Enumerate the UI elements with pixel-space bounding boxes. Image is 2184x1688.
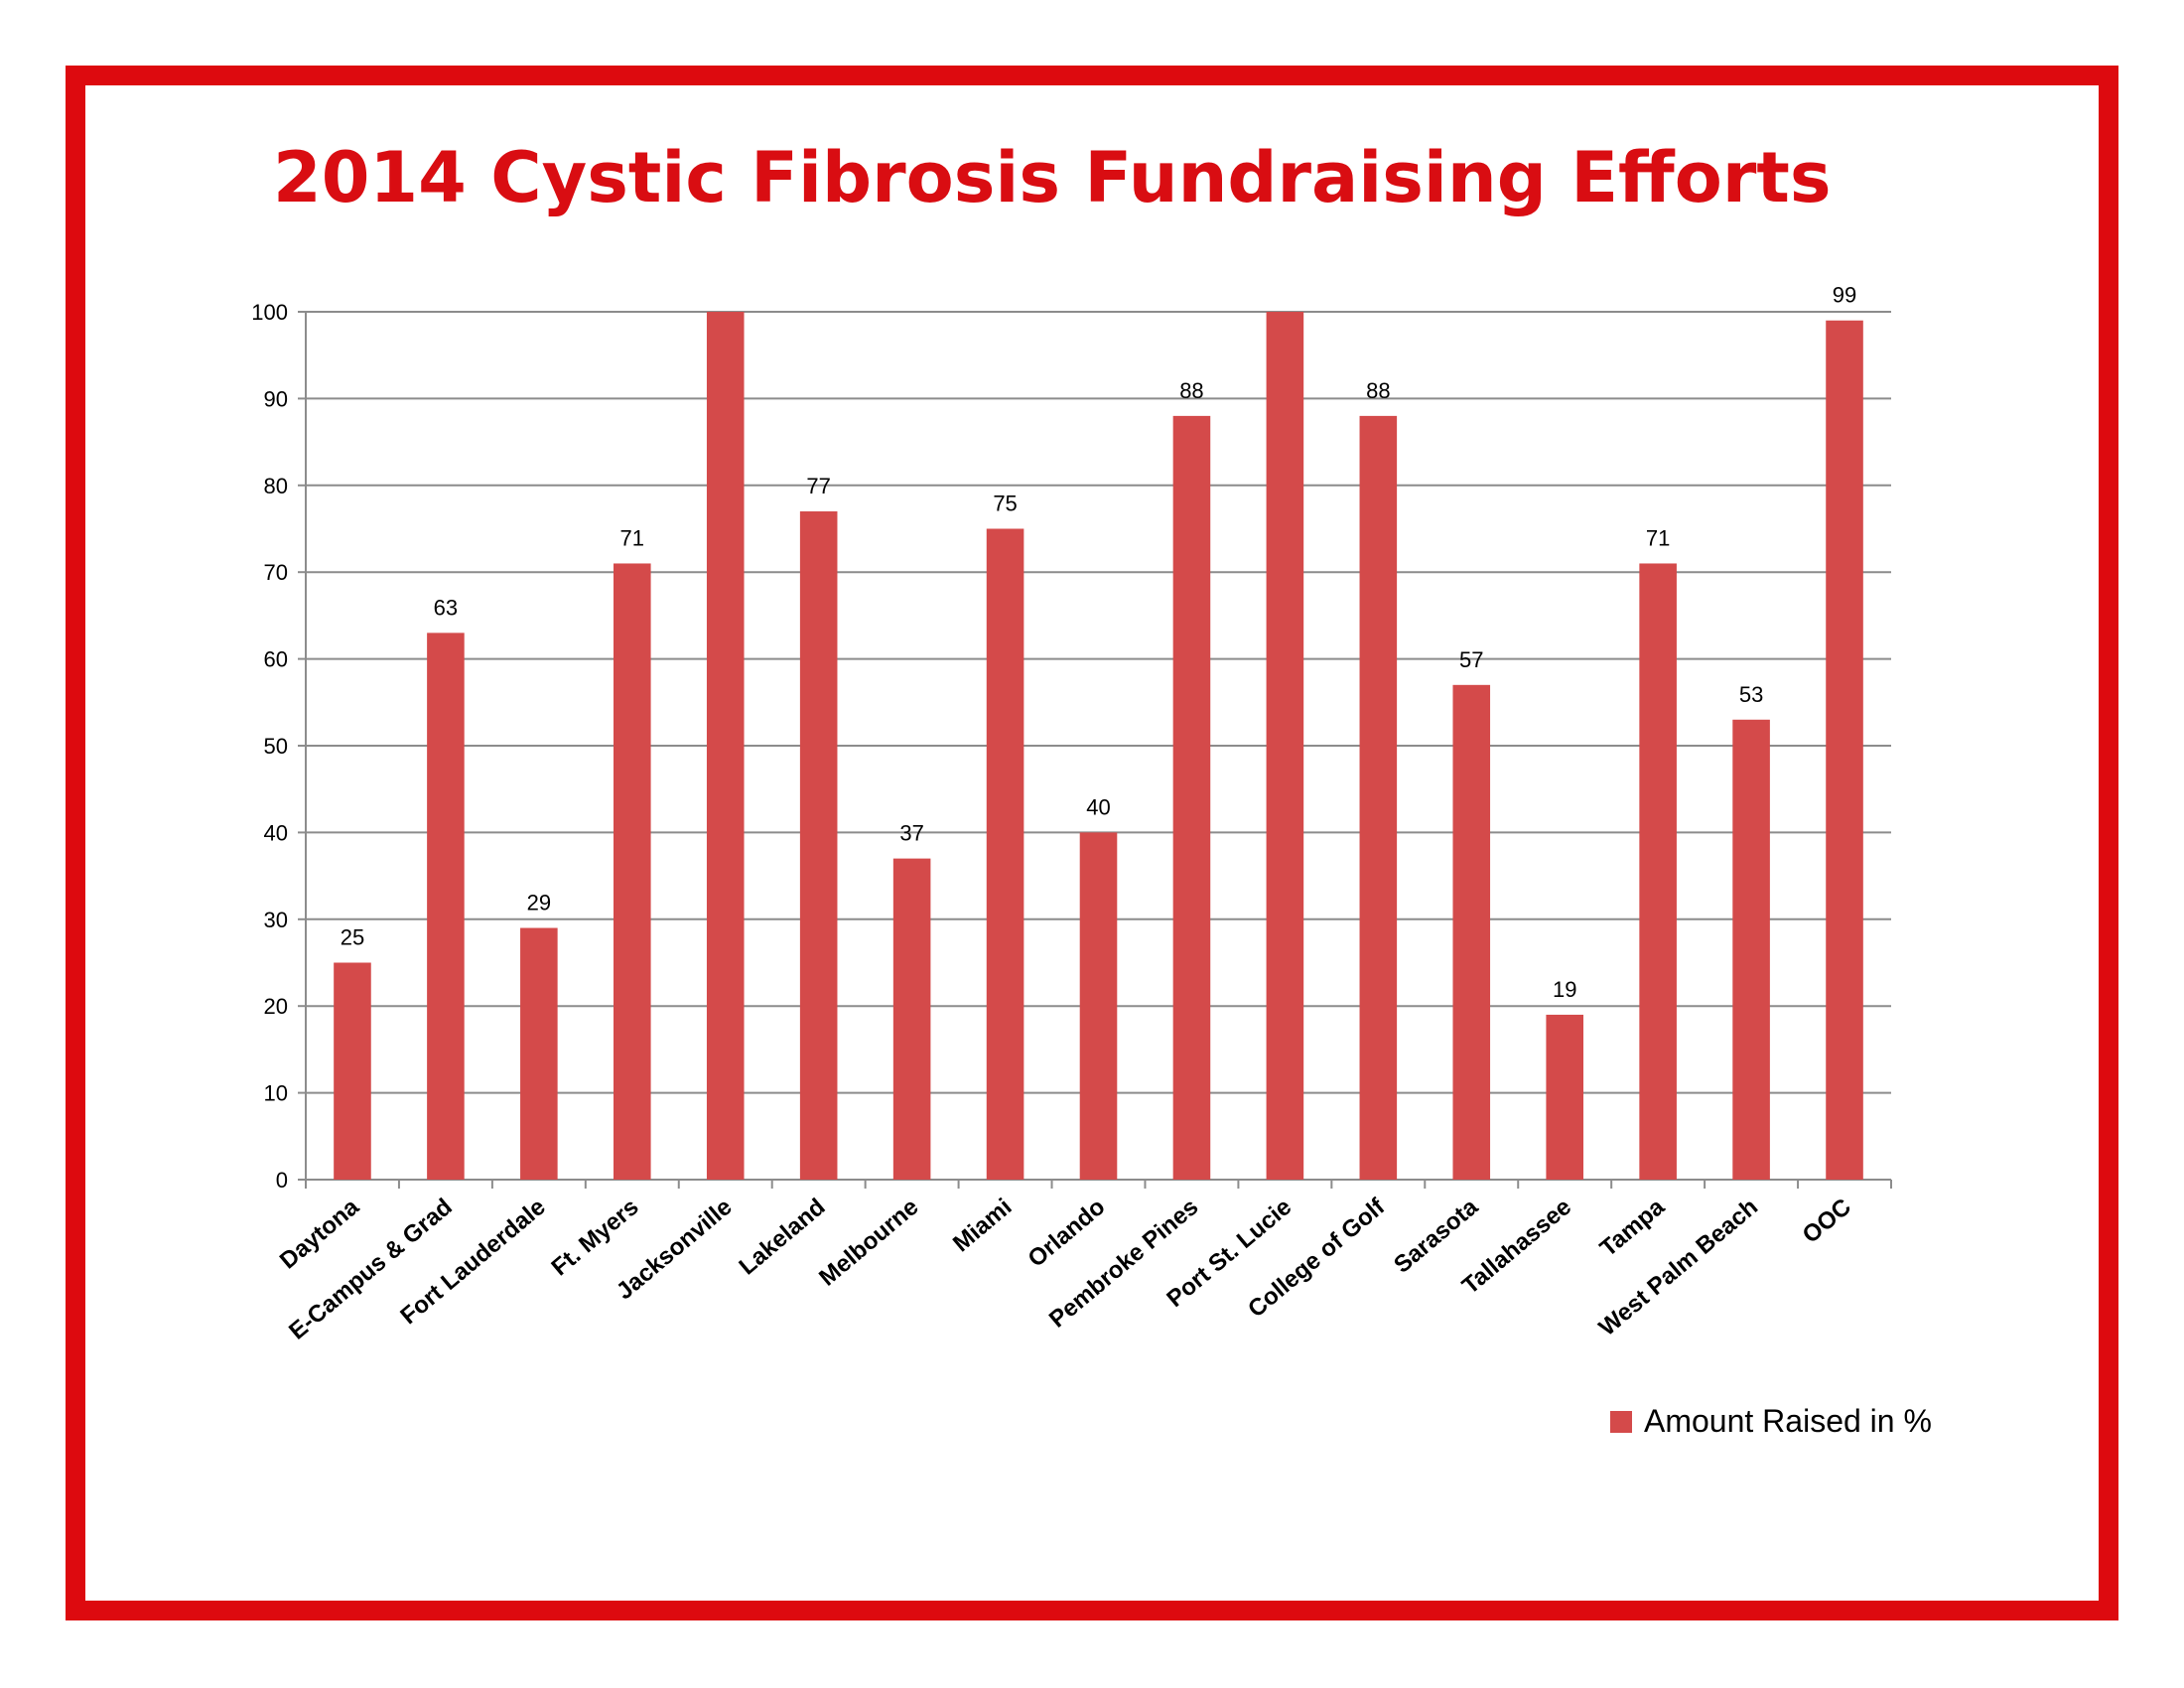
data-label: 88 xyxy=(1179,378,1203,403)
data-label: 40 xyxy=(1086,794,1110,819)
y-tick-label: 40 xyxy=(264,820,288,845)
bar-5 xyxy=(799,511,838,1180)
gridlines xyxy=(306,311,1891,1094)
bars xyxy=(334,312,1863,1180)
bar-2 xyxy=(520,927,558,1180)
data-label: 37 xyxy=(899,821,923,846)
x-tick-label: Lakeland xyxy=(734,1194,830,1281)
y-tick-label: 20 xyxy=(264,994,288,1019)
legend-label: Amount Raised in % xyxy=(1644,1403,1932,1439)
x-tick-label: West Palm Beach xyxy=(1594,1194,1763,1341)
x-tick-label: Orlando xyxy=(1024,1194,1111,1273)
x-tick-label: Melbourne xyxy=(814,1194,923,1292)
bar-12 xyxy=(1452,684,1491,1180)
data-label: 99 xyxy=(1833,283,1856,308)
chart-title: 2014 Cystic Fibrosis Fundraising Efforts xyxy=(273,137,1832,218)
data-label: 71 xyxy=(620,525,644,550)
data-label: 63 xyxy=(434,595,458,620)
y-tick-label: 30 xyxy=(264,908,288,932)
bar-4 xyxy=(706,312,745,1180)
y-tick-label: 0 xyxy=(276,1168,288,1193)
y-tick-label: 70 xyxy=(264,560,288,585)
bar-10 xyxy=(1266,312,1304,1180)
bar-6 xyxy=(892,858,931,1180)
bar-15 xyxy=(1732,719,1770,1180)
y-tick-label: 50 xyxy=(264,734,288,759)
y-tick-label: 100 xyxy=(251,300,288,325)
x-tick-label: Tampa xyxy=(1595,1193,1671,1262)
data-label: 29 xyxy=(527,891,551,915)
y-tick-label: 60 xyxy=(264,647,288,672)
data-label: 77 xyxy=(806,474,830,498)
bar-0 xyxy=(334,962,371,1180)
y-tick-label: 80 xyxy=(264,474,288,498)
bar-3 xyxy=(614,563,651,1180)
x-tick-label: Sarasota xyxy=(1389,1193,1484,1278)
bar-8 xyxy=(1079,832,1118,1180)
y-tick-label: 10 xyxy=(264,1081,288,1106)
bar-7 xyxy=(986,528,1024,1180)
x-tick-label: Daytona xyxy=(275,1193,364,1274)
bar-11 xyxy=(1359,415,1398,1180)
data-label: 71 xyxy=(1646,525,1670,550)
bar-1 xyxy=(427,633,465,1180)
bar-14 xyxy=(1639,563,1677,1180)
data-label: 53 xyxy=(1739,682,1763,707)
x-tick-label: Ft. Myers xyxy=(547,1194,644,1281)
data-label: 57 xyxy=(1459,647,1483,672)
data-label: 88 xyxy=(1366,378,1390,403)
bar-9 xyxy=(1172,415,1211,1180)
bar-13 xyxy=(1546,1014,1583,1180)
legend: Amount Raised in % xyxy=(1610,1403,1932,1440)
data-label: 75 xyxy=(993,492,1017,516)
legend-swatch xyxy=(1610,1410,1632,1433)
data-label: 25 xyxy=(341,925,364,950)
x-tick-label: E-Campus & Grad xyxy=(284,1194,458,1345)
x-tick-label: Miami xyxy=(948,1194,1017,1257)
x-tick-label: OOC xyxy=(1798,1194,1856,1249)
data-label: 19 xyxy=(1553,977,1576,1002)
bar-16 xyxy=(1826,320,1863,1180)
y-tick-label: 90 xyxy=(264,386,288,411)
